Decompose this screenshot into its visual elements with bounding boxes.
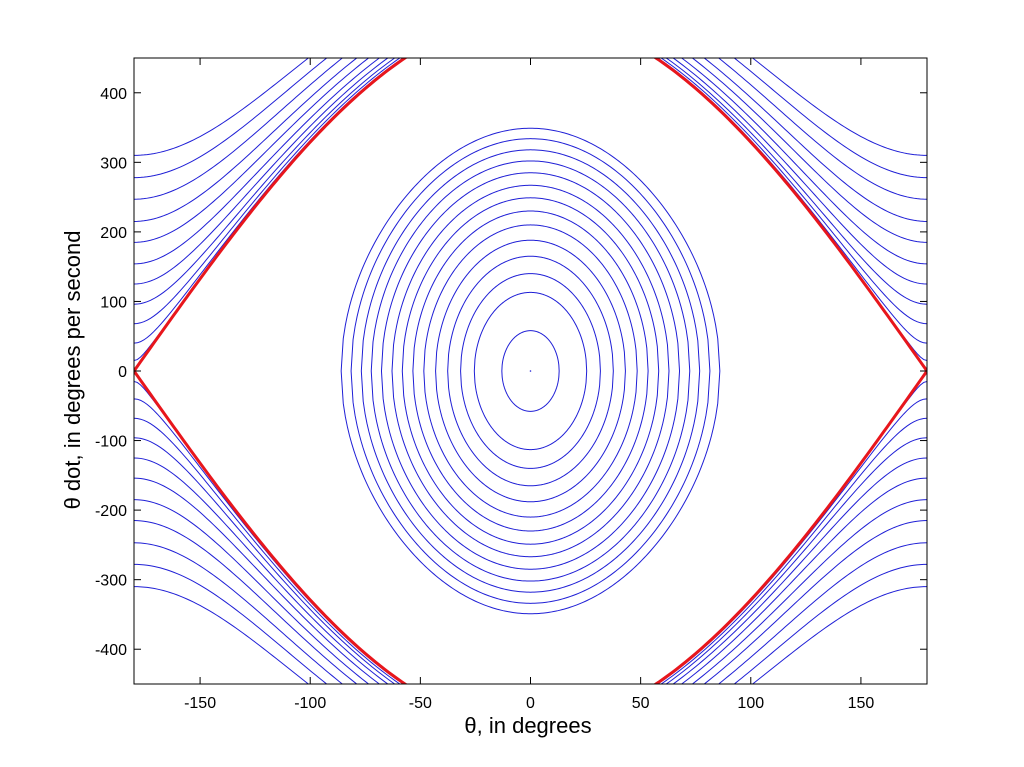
lower-rotation-orbit-8 (134, 542, 927, 684)
upper-rotation-orbit-3 (134, 58, 927, 305)
x-tick-label: -50 (409, 695, 432, 712)
closed-orbit-11 (370, 160, 691, 582)
lower-rotation-orbit-6 (134, 499, 927, 684)
x-axis-label: θ, in degrees (464, 713, 591, 738)
lower-rotation-orbit-9 (134, 563, 927, 684)
y-tick-label: 0 (118, 364, 127, 381)
upper-rotation-orbit-8 (134, 58, 927, 200)
x-tick-label: 150 (848, 695, 875, 712)
separatrix-curves (134, 58, 927, 684)
closed-orbit-3 (460, 273, 601, 469)
x-tick-label: 50 (632, 695, 650, 712)
closed-orbit-5 (435, 239, 626, 503)
closed-orbit-6 (423, 224, 638, 518)
closed-orbit-8 (401, 197, 660, 545)
upper-rotation-orbit-6 (134, 58, 927, 243)
lower-rotation-orbit-4 (134, 457, 927, 684)
upper-rotation-orbit-9 (134, 58, 927, 179)
y-tick-label: -100 (95, 434, 127, 451)
x-tick-label: -100 (294, 695, 326, 712)
closed-orbit-9 (391, 184, 670, 558)
upper-rotation-orbit-5 (134, 58, 927, 265)
x-axis-ticks: -150 -100 -50 0 50 100 150 (184, 58, 874, 712)
lower-rotation-orbit-3 (134, 437, 927, 684)
center-point (529, 370, 532, 372)
y-tick-label: 100 (100, 294, 127, 311)
closed-orbit-12 (360, 149, 701, 593)
y-tick-label: 300 (100, 155, 127, 172)
x-tick-label: 100 (737, 695, 764, 712)
closed-orbit-4 (447, 255, 614, 487)
closed-orbit-13 (350, 138, 711, 604)
lower-rotation-orbit-5 (134, 477, 927, 684)
y-tick-label: 400 (100, 86, 127, 103)
y-axis-label: θ dot, in degrees per second (60, 231, 85, 510)
closed-orbit-10 (380, 172, 681, 570)
x-tick-label: 0 (526, 695, 535, 712)
y-axis-ticks: -400 -300 -200 -100 0 100 200 300 400 (95, 86, 927, 659)
y-tick-label: -200 (95, 503, 127, 520)
y-tick-label: -400 (95, 642, 127, 659)
x-tick-label: -150 (184, 695, 216, 712)
upper-rotation-orbit-7 (134, 58, 927, 222)
upper-rotation-orbit-2 (134, 58, 927, 325)
upper-separatrix (134, 58, 927, 372)
closed-orbit-14 (340, 127, 721, 615)
closed-orbit-1 (501, 330, 560, 412)
upper-rotation-orbit-10 (134, 58, 927, 156)
lower-rotation-orbit-10 (134, 586, 927, 684)
y-tick-label: -300 (95, 573, 127, 590)
closed-orbit-7 (412, 210, 649, 532)
trajectory-curves (134, 58, 927, 684)
lower-separatrix (134, 370, 927, 684)
y-tick-label: 200 (100, 225, 127, 242)
lower-rotation-orbit-2 (134, 417, 927, 684)
closed-orbit-2 (473, 291, 588, 451)
upper-rotation-orbit-4 (134, 58, 927, 285)
lower-rotation-orbit-7 (134, 520, 927, 684)
